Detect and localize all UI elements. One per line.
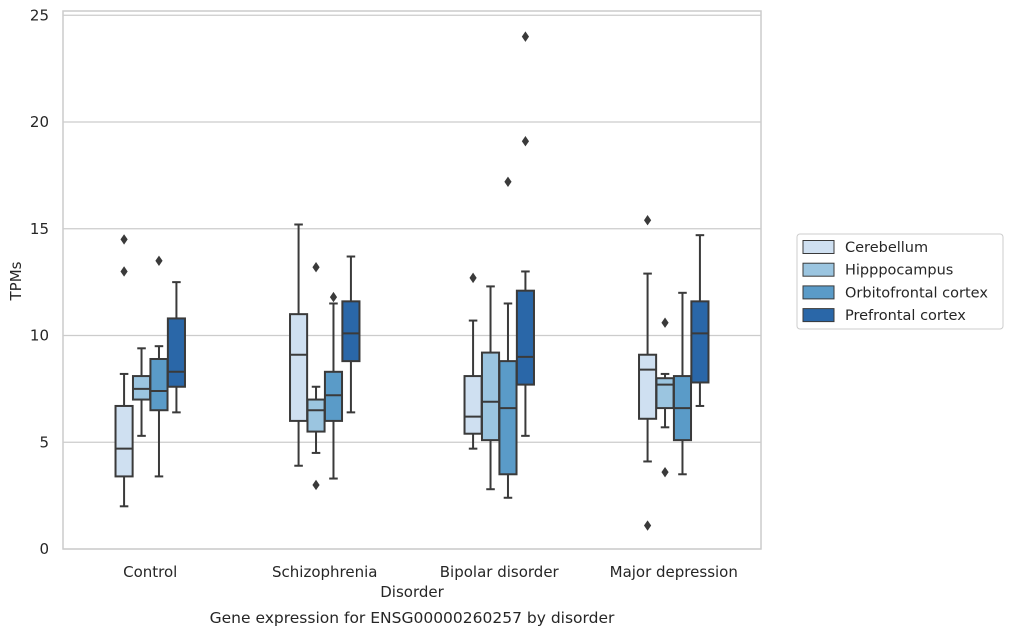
- y-tick-labels: 0 5 10 15 20 25: [30, 6, 49, 558]
- box: [306, 398, 326, 433]
- legend-swatch: [802, 262, 835, 277]
- box: [498, 360, 518, 476]
- x-tick-label: Schizophrenia: [272, 563, 377, 581]
- legend-swatch: [802, 240, 835, 254]
- outlier-point: [120, 234, 128, 245]
- box-group: [498, 176, 518, 499]
- box-group: [463, 272, 483, 450]
- box-group: [638, 215, 658, 531]
- box-group: [131, 347, 152, 437]
- box: [655, 377, 675, 410]
- outlier-point: [120, 266, 128, 277]
- outlier-point: [643, 520, 652, 531]
- x-tick-label: Bipolar disorder: [440, 563, 560, 581]
- legend-label: Prefrontal cortex: [845, 308, 966, 324]
- outlier-point: [643, 215, 652, 226]
- x-tick-label: Major depression: [610, 563, 738, 581]
- y-tick-label: 20: [30, 113, 49, 131]
- x-tick-labels: Control Schizophrenia Bipolar disorder Majo…: [123, 563, 738, 581]
- chart-caption: Gene expression for ENSG00000260257 by d…: [210, 609, 615, 627]
- box: [166, 317, 186, 388]
- box: [480, 351, 501, 442]
- outlier-point: [504, 176, 512, 187]
- grid-lines: [63, 14, 761, 550]
- box-group: [480, 285, 501, 491]
- plot-frame: [62, 10, 762, 550]
- outlier-point: [155, 255, 163, 266]
- box-group: [306, 261, 326, 491]
- outlier-point: [469, 272, 477, 284]
- y-tick-label: 0: [39, 540, 49, 558]
- outlier-point: [521, 136, 530, 147]
- legend-swatch: [802, 308, 835, 323]
- box: [149, 357, 169, 412]
- box-group: [672, 291, 693, 476]
- x-axis-label: Disorder: [380, 583, 444, 601]
- boxes: [114, 31, 710, 531]
- outlier-point: [312, 261, 320, 273]
- box-group: [341, 255, 361, 414]
- box-group: [114, 234, 134, 508]
- box: [690, 300, 710, 384]
- box-group: [149, 255, 169, 478]
- box: [114, 404, 134, 478]
- outlier-point: [521, 31, 530, 42]
- box: [341, 300, 361, 363]
- legend-frame: [796, 233, 1004, 330]
- legend: Cerebellum Hipppocampus Orbitofrontal cort…: [796, 233, 1004, 330]
- legend-label: Hipppocampus: [845, 263, 953, 279]
- legend-label: Orbitofrontal cortex: [845, 285, 988, 301]
- outlier-point: [329, 291, 338, 303]
- box-group: [289, 223, 309, 467]
- box-group: [323, 291, 344, 480]
- legend-label: Cerebellum: [845, 240, 928, 256]
- box-group: [655, 317, 675, 478]
- y-tick-label: 15: [30, 220, 49, 238]
- box: [323, 370, 344, 422]
- y-tick-label: 25: [30, 6, 49, 24]
- box: [289, 313, 309, 422]
- outlier-point: [312, 479, 320, 491]
- box-group: [690, 234, 710, 407]
- box-group: [515, 31, 535, 437]
- legend-swatch: [802, 285, 835, 300]
- box: [463, 375, 483, 435]
- y-axis-label: TPMs: [7, 261, 25, 301]
- x-tick-label: Control: [123, 563, 177, 581]
- box-group: [166, 281, 186, 414]
- outlier-point: [661, 466, 669, 478]
- box: [131, 375, 152, 401]
- y-tick-label: 10: [30, 327, 49, 345]
- box: [515, 289, 535, 386]
- box: [638, 353, 658, 420]
- outlier-point: [661, 317, 669, 328]
- y-tick-label: 5: [39, 433, 49, 451]
